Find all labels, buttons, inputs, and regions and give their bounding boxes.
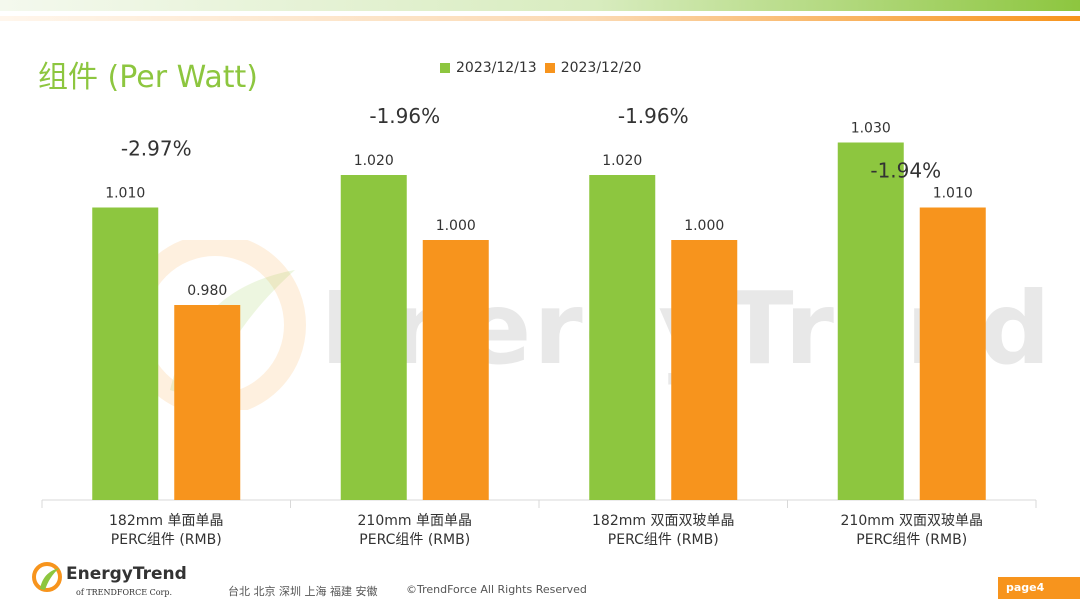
data-label: 1.010 xyxy=(105,186,145,202)
bar-series-1 xyxy=(92,207,159,500)
data-label: 1.000 xyxy=(684,218,724,234)
data-label: 1.020 xyxy=(354,153,394,169)
change-annotation: -1.96% xyxy=(618,104,689,128)
bar-series-2 xyxy=(671,240,738,500)
bar-series-1 xyxy=(589,175,656,500)
bar-series-2 xyxy=(174,305,241,500)
bar-series-2 xyxy=(422,240,489,500)
bar-series-1 xyxy=(837,142,904,500)
footer-copyright: ©TrendForce All Rights Reserved xyxy=(406,583,587,596)
page-title: 组件 (Per Watt) xyxy=(38,60,258,95)
category-label: 210mm 单面单晶 xyxy=(358,513,472,529)
top-accent-bar-orange xyxy=(0,16,1080,21)
change-annotation: -1.94% xyxy=(870,159,941,183)
bar-series-2 xyxy=(919,207,986,500)
category-label: PERC组件 (RMB) xyxy=(608,532,719,548)
footer-logo: EnergyTrend of TRENDFORCE Corp. xyxy=(32,560,192,602)
legend-label-series-1: 2023/12/13 xyxy=(456,60,537,76)
category-label: 182mm 双面双玻单晶 xyxy=(592,513,734,529)
data-label: 1.010 xyxy=(933,186,973,202)
page-number-badge: page4 xyxy=(998,577,1080,599)
logo-sub: of TRENDFORCE Corp. xyxy=(76,588,172,597)
legend-item-series-1: 2023/12/13 xyxy=(440,60,537,76)
category-label: 182mm 单面单晶 xyxy=(109,513,223,529)
legend-label-series-2: 2023/12/20 xyxy=(560,60,642,76)
data-label: 1.020 xyxy=(602,153,642,169)
footer-cities: 台北 北京 深圳 上海 福建 安徽 xyxy=(228,585,378,598)
data-label: 1.030 xyxy=(851,121,891,137)
bar-series-1 xyxy=(340,175,407,500)
data-label: 0.980 xyxy=(187,283,227,299)
legend-item-series-2: 2023/12/20 xyxy=(544,60,642,76)
category-label: PERC组件 (RMB) xyxy=(359,532,470,548)
data-label: 1.000 xyxy=(436,218,476,234)
change-annotation: -1.96% xyxy=(369,104,440,128)
legend-swatch-series-2 xyxy=(544,63,555,73)
energytrend-logo-icon xyxy=(32,562,62,592)
chart-legend: 2023/12/13 2023/12/20 xyxy=(440,60,649,76)
legend-swatch-series-1 xyxy=(440,63,450,73)
category-label: 210mm 双面双玻单晶 xyxy=(841,513,983,529)
bar-chart: 1.010 0.980 -2.97% 182mm 单面单晶 PERC组件 (RMB) 1.… xyxy=(41,104,1037,548)
category-label: PERC组件 (RMB) xyxy=(111,532,222,548)
category-label: PERC组件 (RMB) xyxy=(856,532,967,548)
logo-name: EnergyTrend xyxy=(66,564,187,584)
change-annotation: -2.97% xyxy=(121,137,192,161)
top-accent-bar-green xyxy=(0,0,1080,11)
